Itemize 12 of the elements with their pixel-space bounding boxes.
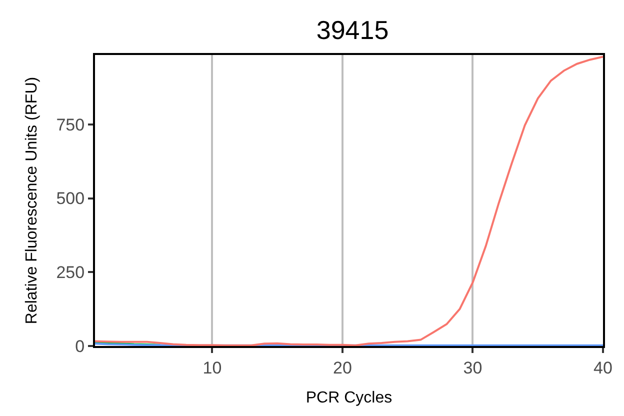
y-axis-title: Relative Fluorescence Units (RFU) [24, 76, 41, 324]
x-axis-title: PCR Cycles [306, 390, 392, 407]
y-tick-label: 750 [56, 115, 85, 134]
line-series [95, 56, 603, 346]
x-tick-label: 30 [463, 358, 482, 378]
y-tick-label: 500 [56, 189, 85, 208]
x-tick-label: 40 [594, 358, 612, 378]
x-tick-label: 10 [202, 358, 222, 378]
x-tick-label: 20 [333, 358, 352, 378]
chart-title: 39415 [316, 15, 389, 45]
y-tick-label: 0 [75, 336, 85, 356]
y-tick-label: 250 [56, 263, 85, 282]
